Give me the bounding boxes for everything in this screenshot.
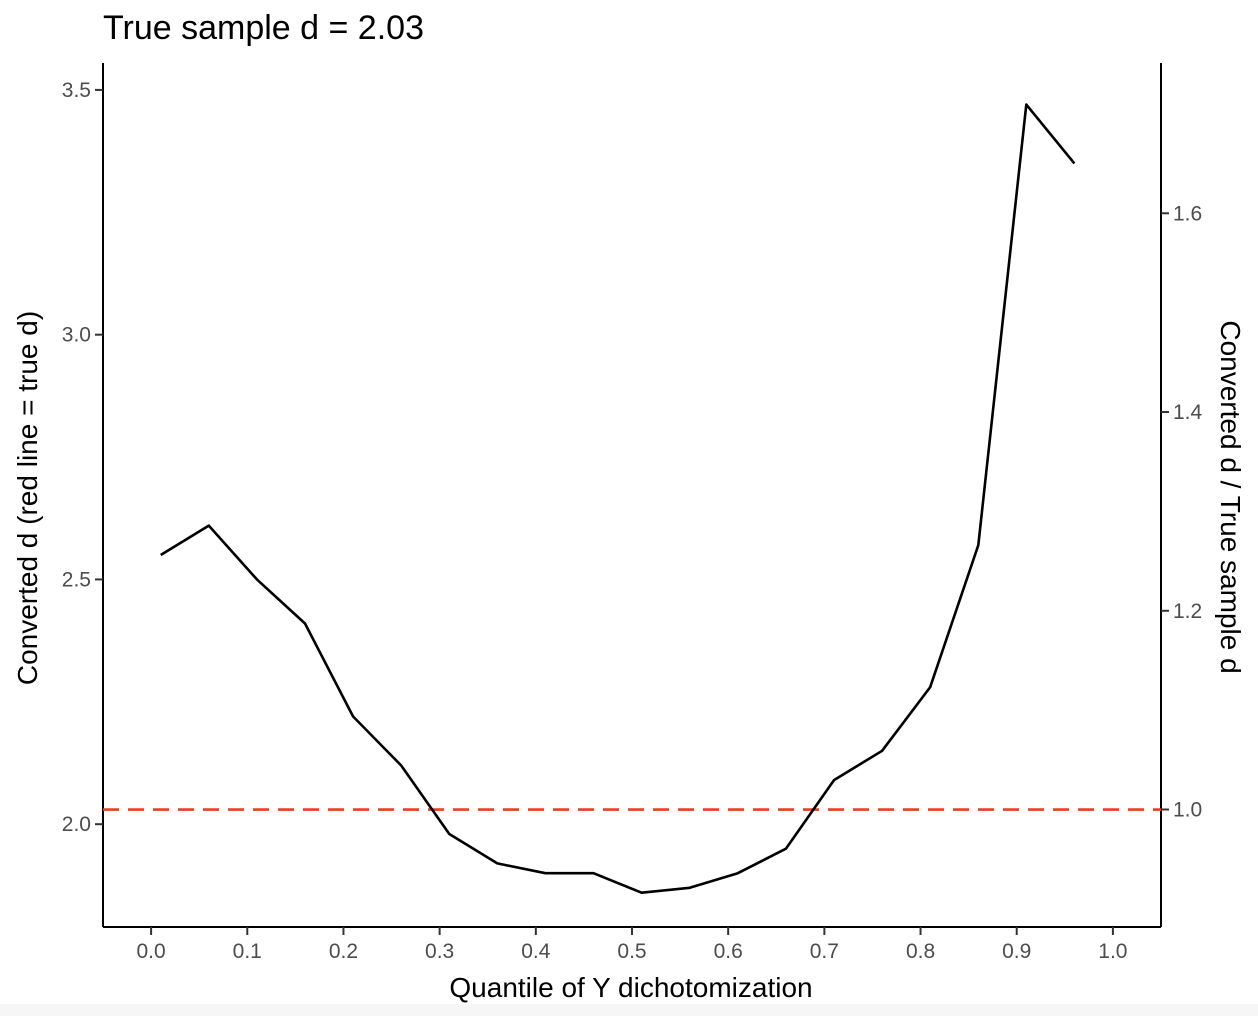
- y2-tick-label: 1.0: [1173, 799, 1202, 822]
- y-tick-label: 3.0: [62, 324, 91, 347]
- x-tick-label: 0.2: [329, 940, 358, 963]
- x-tick-label: 0.1: [233, 940, 262, 963]
- x-tick-label: 0.7: [810, 940, 839, 963]
- y2-tick-label: 1.6: [1173, 202, 1202, 225]
- x-tick-label: 0.5: [617, 940, 646, 963]
- x-tick-label: 1.0: [1098, 940, 1127, 963]
- axes: 0.0 0.1 0.2 0.3 0.4 0.5 0.6 0.7 0.8 0.9 1.0 2.0 2.5 3…: [62, 63, 1203, 963]
- y-tick-label: 2.0: [62, 813, 91, 836]
- x-tick-label: 0.3: [425, 940, 454, 963]
- y2-axis-title: Converted d / True sample d: [1215, 320, 1246, 673]
- x-tick-label: 0.8: [906, 940, 935, 963]
- y-tick-label: 3.5: [62, 79, 91, 102]
- plot-area: [103, 103, 1161, 895]
- x-tick-label: 0.9: [1002, 940, 1031, 963]
- x-tick-label: 0.6: [714, 940, 743, 963]
- y-axis-title: Converted d (red line = true d): [12, 311, 43, 685]
- series-line: [160, 103, 1076, 895]
- y2-tick-label: 1.2: [1173, 600, 1202, 623]
- x-axis-title: Quantile of Y dichotomization: [449, 972, 812, 1003]
- y2-tick-label: 1.4: [1173, 401, 1203, 424]
- x-tick-label: 0.0: [136, 940, 165, 963]
- x-tick-label: 0.4: [521, 940, 551, 963]
- y-tick-label: 2.5: [62, 568, 91, 591]
- chart-title: True sample d = 2.03: [103, 9, 424, 47]
- bottom-strip: [0, 1004, 1258, 1016]
